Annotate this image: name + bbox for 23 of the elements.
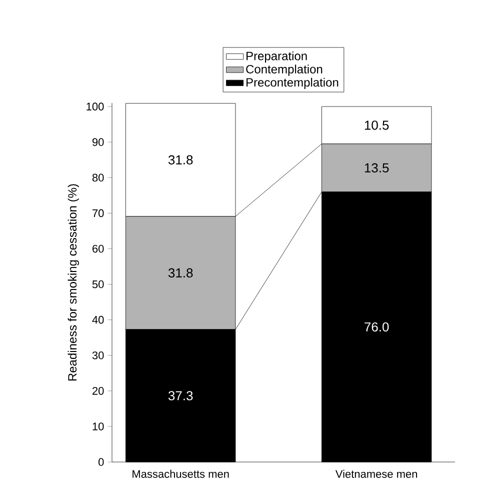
y-tick-label: 60	[92, 244, 104, 253]
x-tick-label: Vietnamese men	[335, 470, 418, 478]
y-tick-label: 90	[92, 138, 104, 146]
y-axis-title: Readiness for smoking cessation (%)	[68, 184, 79, 381]
data-label: 37.3	[168, 391, 193, 400]
data-label: 76.0	[364, 322, 389, 332]
data-label: 31.8	[168, 268, 193, 278]
x-tick-label: Massachusetts men	[132, 470, 229, 478]
y-tick-label: 50	[92, 280, 104, 288]
y-tick-label: 40	[92, 316, 104, 324]
y-tick-label: 80	[92, 174, 104, 182]
data-label: 10.5	[364, 120, 389, 130]
legend-label: Contemplation	[246, 64, 322, 76]
y-tick-label: 100	[86, 102, 104, 110]
y-tick-label: 30	[92, 351, 104, 360]
data-label: 31.8	[168, 155, 193, 164]
data-label: 13.5	[364, 163, 389, 172]
y-tick-label: 20	[92, 387, 104, 395]
y-tick-label: 0	[98, 458, 104, 466]
legend-label: Preparation	[246, 51, 307, 63]
y-tick-label: 10	[92, 422, 104, 430]
legend-label: Precontemplation	[246, 78, 338, 90]
y-tick-label: 70	[92, 209, 104, 218]
